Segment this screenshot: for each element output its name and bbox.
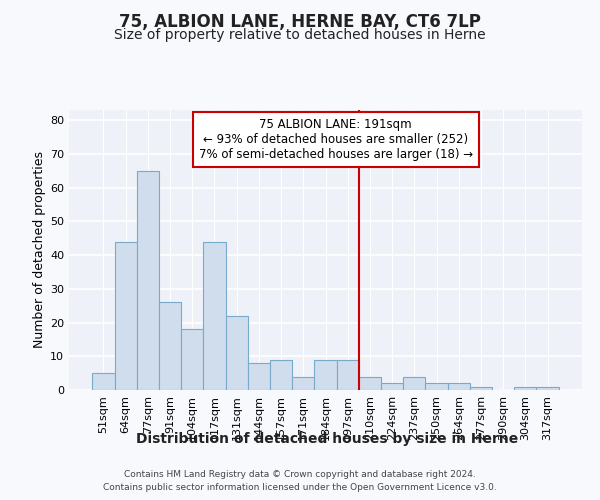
Text: Size of property relative to detached houses in Herne: Size of property relative to detached ho… (114, 28, 486, 42)
Bar (470, 386, 492, 390)
Bar (181, 330, 203, 390)
Bar (536, 386, 559, 390)
Bar (403, 376, 425, 390)
Bar (115, 242, 137, 390)
Bar (514, 386, 536, 390)
Bar (381, 384, 403, 390)
Text: Distribution of detached houses by size in Herne: Distribution of detached houses by size … (136, 432, 518, 446)
Bar (226, 316, 248, 390)
Bar (337, 360, 359, 390)
Bar (248, 363, 270, 390)
Bar (359, 376, 381, 390)
Y-axis label: Number of detached properties: Number of detached properties (33, 152, 46, 348)
Bar (270, 360, 292, 390)
Bar (137, 170, 159, 390)
Text: Contains HM Land Registry data © Crown copyright and database right 2024.: Contains HM Land Registry data © Crown c… (124, 470, 476, 479)
Bar (425, 384, 448, 390)
Bar (314, 360, 337, 390)
Bar (292, 376, 314, 390)
Text: 75, ALBION LANE, HERNE BAY, CT6 7LP: 75, ALBION LANE, HERNE BAY, CT6 7LP (119, 12, 481, 30)
Text: 75 ALBION LANE: 191sqm
← 93% of detached houses are smaller (252)
7% of semi-det: 75 ALBION LANE: 191sqm ← 93% of detached… (199, 118, 473, 162)
Bar (448, 384, 470, 390)
Bar (159, 302, 181, 390)
Bar (203, 242, 226, 390)
Text: Contains public sector information licensed under the Open Government Licence v3: Contains public sector information licen… (103, 484, 497, 492)
Bar (92, 373, 115, 390)
